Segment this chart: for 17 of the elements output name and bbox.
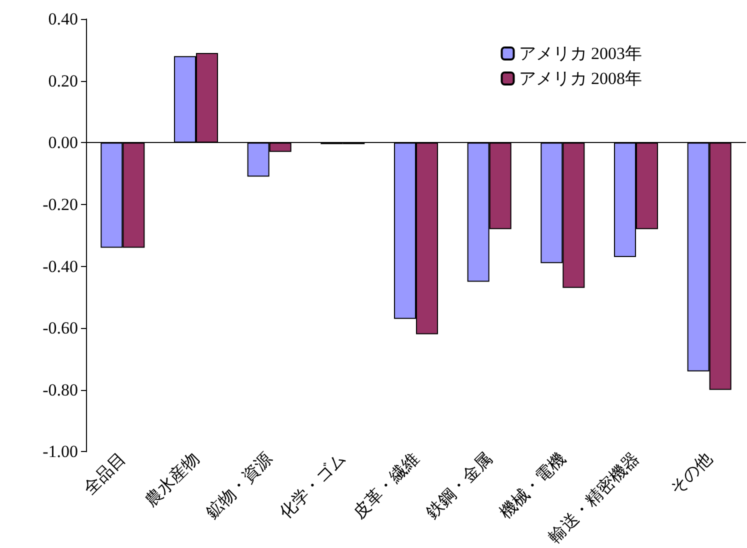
x-tick-label: 化学・ゴム (276, 449, 350, 523)
x-tick-label: 全品目 (80, 449, 130, 499)
x-tick-label: 鉱物・資源 (202, 449, 276, 523)
y-tick-label: 0.40 (48, 10, 78, 28)
legend-label: アメリカ 2003年 (518, 44, 642, 63)
x-tick-label: 皮革・繊維 (349, 449, 423, 523)
y-tick-label: -0.20 (42, 194, 78, 214)
y-tick-label: -0.60 (42, 318, 78, 338)
y-tick-label: 0.00 (48, 133, 78, 152)
y-tick-label: -0.40 (42, 256, 78, 276)
x-tick-label: その他 (666, 449, 716, 499)
y-tick-label: -0.80 (42, 380, 78, 400)
legend-label: アメリカ 2008年 (518, 69, 642, 88)
y-tick-label: -1.00 (42, 442, 78, 462)
y-tick-label: 0.20 (48, 71, 78, 90)
x-tick-label: 鉄鋼・金属 (422, 449, 496, 523)
x-tick-label: 農水産物 (141, 449, 203, 511)
